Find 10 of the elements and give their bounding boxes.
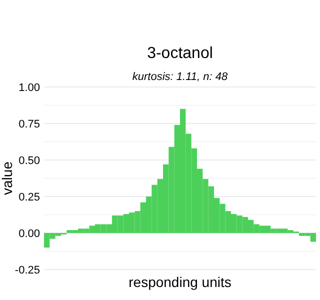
chart-subtitle: kurtosis: 1.11, n: 48 — [132, 71, 228, 83]
x-axis-title: responding units — [128, 274, 232, 290]
y-tick-label: 0.25 — [18, 191, 40, 204]
y-tick-label: 1.00 — [18, 82, 40, 94]
y-tick-label: 0.50 — [18, 154, 40, 167]
y-tick-label: 0.75 — [18, 118, 40, 130]
y-axis-title: value — [0, 161, 15, 195]
y-tick-label: -0.25 — [14, 264, 40, 276]
chart-title: 3-octanol — [147, 45, 213, 62]
y-tick-label: 0.00 — [18, 228, 40, 240]
